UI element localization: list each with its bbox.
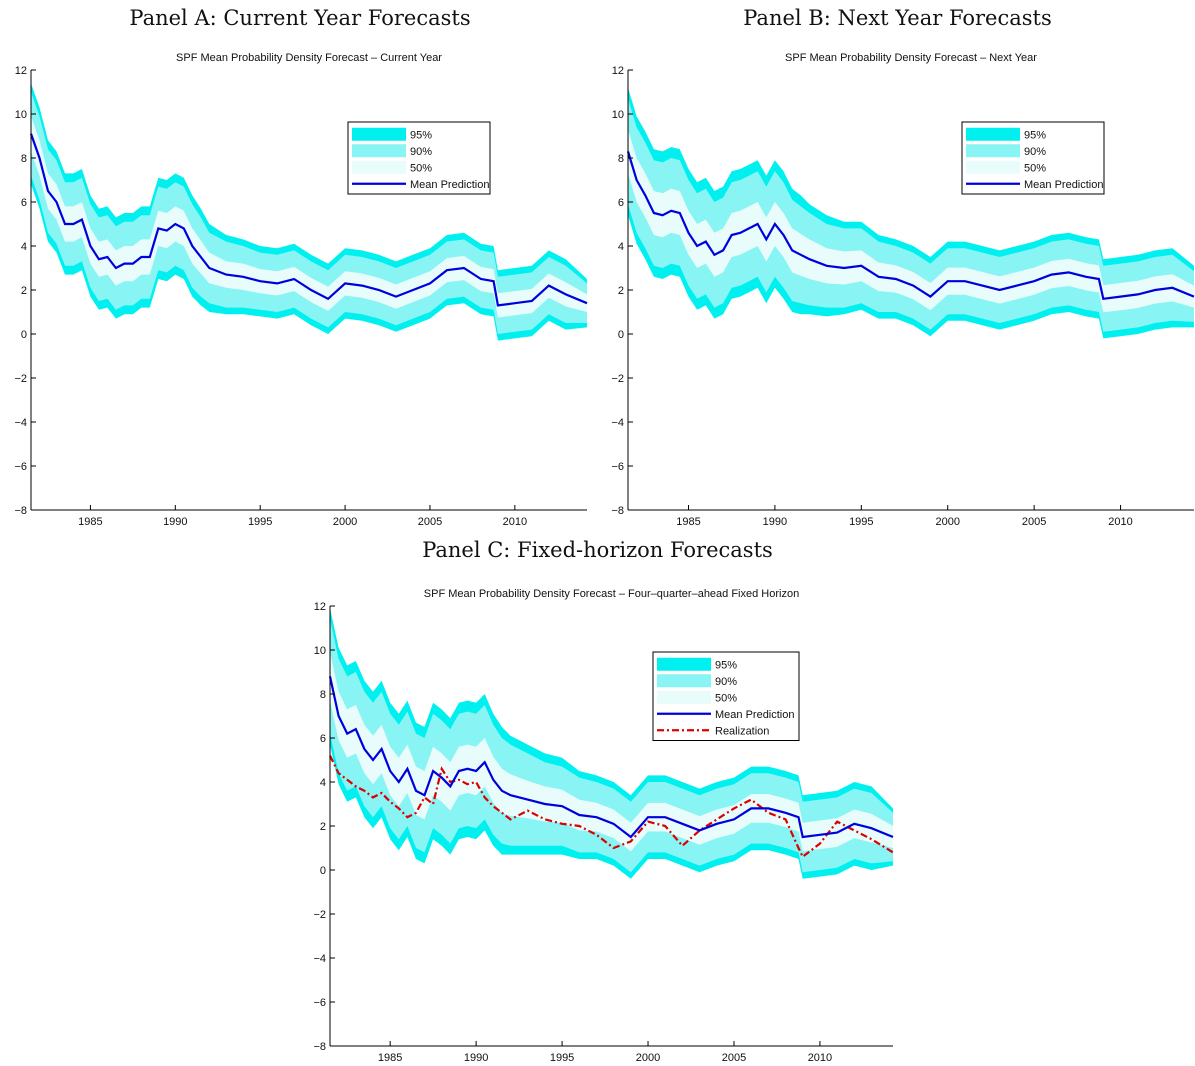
y-tick-label: −2 (313, 909, 326, 921)
x-tick-label: 2005 (418, 516, 442, 528)
legend-swatch (966, 144, 1020, 158)
mean-prediction-line (29, 133, 588, 307)
x-tick-label: 2010 (503, 516, 527, 528)
x-tick-label: 2005 (722, 1052, 746, 1064)
y-tick-label: −6 (14, 461, 27, 473)
legend-swatch (657, 690, 711, 704)
y-tick-label: 2 (21, 285, 27, 297)
x-tick-label: 2000 (333, 516, 357, 528)
y-tick-label: 4 (618, 241, 624, 253)
y-tick-label: 10 (314, 645, 326, 657)
legend: 95% 90% 50% Mean Prediction Realization (652, 651, 800, 741)
legend-label: 90% (715, 676, 737, 688)
y-tick-label: 8 (21, 153, 27, 165)
y-tick-label: 4 (21, 241, 27, 253)
legend-swatch (966, 160, 1020, 174)
legend: 95% 90% 50% Mean Prediction (961, 121, 1105, 195)
y-tick-label: 6 (21, 197, 27, 209)
legend-label: 95% (410, 129, 432, 141)
y-tick-label: −4 (313, 953, 326, 965)
x-tick-label: 2000 (935, 516, 959, 528)
legend-label: Mean Prediction (410, 179, 490, 191)
y-tick-label: −4 (611, 417, 624, 429)
x-tick-label: 1995 (550, 1052, 574, 1064)
x-tick-label: 2000 (636, 1052, 660, 1064)
chart-title: SPF Mean Probability Density Forecast – … (176, 52, 442, 64)
y-tick-label: 0 (320, 865, 326, 877)
y-tick-label: 6 (618, 197, 624, 209)
chart-fixed-horizon: SPF Mean Probability Density Forecast – … (313, 588, 894, 1064)
panel-a-title: Panel A: Current Year Forecasts (129, 6, 471, 30)
band-50-area (628, 129, 1194, 313)
y-tick-label: 8 (320, 689, 326, 701)
mean-prediction-line (626, 151, 1195, 301)
y-tick-label: −6 (313, 997, 326, 1009)
y-tick-label: −8 (611, 505, 624, 517)
legend-label: Realization (715, 725, 769, 737)
mean-prediction-line (328, 676, 894, 839)
x-tick-label: 1985 (676, 516, 700, 528)
y-tick-label: 8 (618, 153, 624, 165)
chart-title: SPF Mean Probability Density Forecast – … (785, 52, 1037, 64)
realization-line (329, 755, 894, 859)
y-tick-label: 12 (612, 65, 624, 77)
x-tick-label: 1985 (78, 516, 102, 528)
legend: 95% 90% 50% Mean Prediction (347, 121, 491, 195)
x-tick-label: 1990 (464, 1052, 488, 1064)
legend-swatch (966, 127, 1020, 141)
x-tick-label: 1995 (248, 516, 272, 528)
legend-label: 95% (1024, 129, 1046, 141)
legend-swatch (657, 657, 711, 671)
x-tick-label: 1990 (763, 516, 787, 528)
y-tick-label: −6 (611, 461, 624, 473)
y-tick-label: −8 (313, 1041, 326, 1053)
legend-label: 90% (410, 146, 432, 158)
x-tick-label: 1985 (378, 1052, 402, 1064)
x-tick-label: 1990 (163, 516, 187, 528)
y-tick-label: 6 (320, 733, 326, 745)
band-50-area (31, 116, 587, 318)
y-tick-label: 0 (618, 329, 624, 341)
y-tick-label: 10 (612, 109, 624, 121)
y-tick-label: −8 (14, 505, 27, 517)
x-tick-label: 1995 (849, 516, 873, 528)
y-tick-label: 0 (21, 329, 27, 341)
legend-label: 90% (1024, 146, 1046, 158)
band-50-area (330, 652, 893, 852)
chart-title: SPF Mean Probability Density Forecast – … (424, 588, 799, 600)
legend-label: 50% (1024, 162, 1046, 174)
legend-swatch (352, 144, 406, 158)
legend-swatch (352, 160, 406, 174)
chart-next-year: SPF Mean Probability Density Forecast – … (611, 52, 1195, 528)
legend-label: 50% (715, 692, 737, 704)
panel-b-title: Panel B: Next Year Forecasts (743, 6, 1052, 30)
x-tick-label: 2005 (1022, 516, 1046, 528)
panel-c-title: Panel C: Fixed-horizon Forecasts (422, 538, 773, 562)
legend-label: 50% (410, 162, 432, 174)
legend-label: Mean Prediction (1024, 179, 1104, 191)
y-tick-label: −2 (611, 373, 624, 385)
x-tick-label: 2010 (808, 1052, 832, 1064)
x-tick-label: 2010 (1108, 516, 1132, 528)
legend-label: Mean Prediction (715, 709, 795, 721)
legend-label: 95% (715, 659, 737, 671)
y-tick-label: 2 (320, 821, 326, 833)
y-tick-label: −4 (14, 417, 27, 429)
y-tick-label: 4 (320, 777, 326, 789)
y-tick-label: 2 (618, 285, 624, 297)
y-tick-label: −2 (14, 373, 27, 385)
legend-swatch (657, 674, 711, 688)
legend-swatch (352, 127, 406, 141)
chart-current-year: SPF Mean Probability Density Forecast – … (14, 52, 588, 528)
y-tick-label: 12 (15, 65, 27, 77)
y-tick-label: 10 (15, 109, 27, 121)
y-tick-label: 12 (314, 601, 326, 613)
